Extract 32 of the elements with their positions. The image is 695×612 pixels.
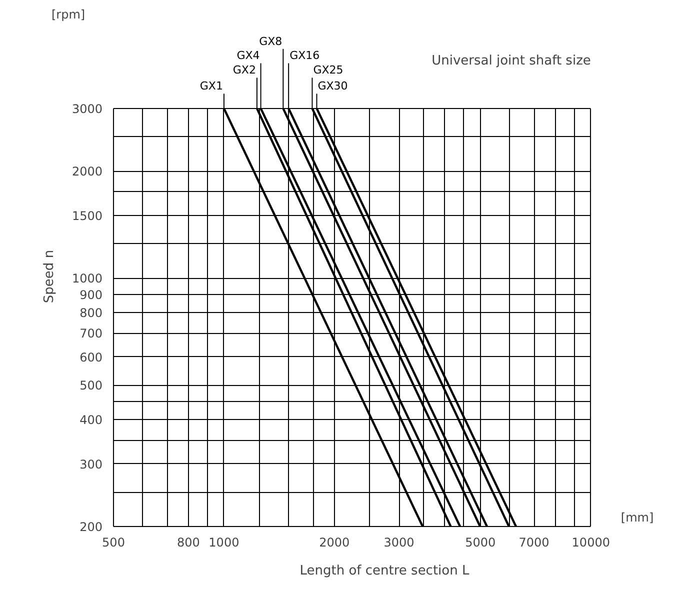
y-tick-label: 200 [80, 520, 102, 534]
y-tick-label: 300 [80, 457, 102, 472]
y-tick-label: 500 [80, 378, 102, 393]
y-tick-label: 800 [80, 306, 102, 320]
x-tick-label: 10000 [572, 536, 610, 550]
x-tick-label: 3000 [384, 536, 414, 550]
text: GX4 [236, 49, 260, 62]
text: GX8 [259, 34, 282, 48]
y-tick-label: 3000 [72, 102, 103, 116]
y-tick-label: 1500 [72, 208, 103, 223]
y-tick-label: 1000 [72, 272, 103, 286]
text: [mm] [620, 510, 654, 524]
y-axis-title: Speed n [42, 250, 57, 304]
x-axis-title: Length of centre section L [300, 564, 470, 578]
y-tick-label: 400 [80, 412, 102, 427]
text: GX25 [313, 64, 344, 77]
x-tick-label: 500 [102, 536, 125, 550]
text: [rpm] [52, 8, 86, 22]
text: GX16 [290, 49, 320, 62]
x-tick-label: 1000 [208, 536, 240, 550]
y-tick-label: 2000 [72, 164, 103, 179]
y-tick-label: 900 [80, 288, 102, 302]
x-tick-label: 2000 [319, 536, 350, 550]
series-label: GX1 [200, 80, 223, 93]
text: GX2 [232, 64, 256, 77]
x-tick-label: 7000 [518, 536, 550, 550]
x-tick-label: 5000 [465, 536, 496, 550]
series-label: GX30 [318, 80, 348, 93]
legend-title: Universal joint shaft size [432, 53, 591, 68]
y-tick-label: 700 [80, 326, 102, 341]
y-tick-label: 600 [80, 350, 102, 364]
x-tick-label: 800 [176, 536, 200, 550]
